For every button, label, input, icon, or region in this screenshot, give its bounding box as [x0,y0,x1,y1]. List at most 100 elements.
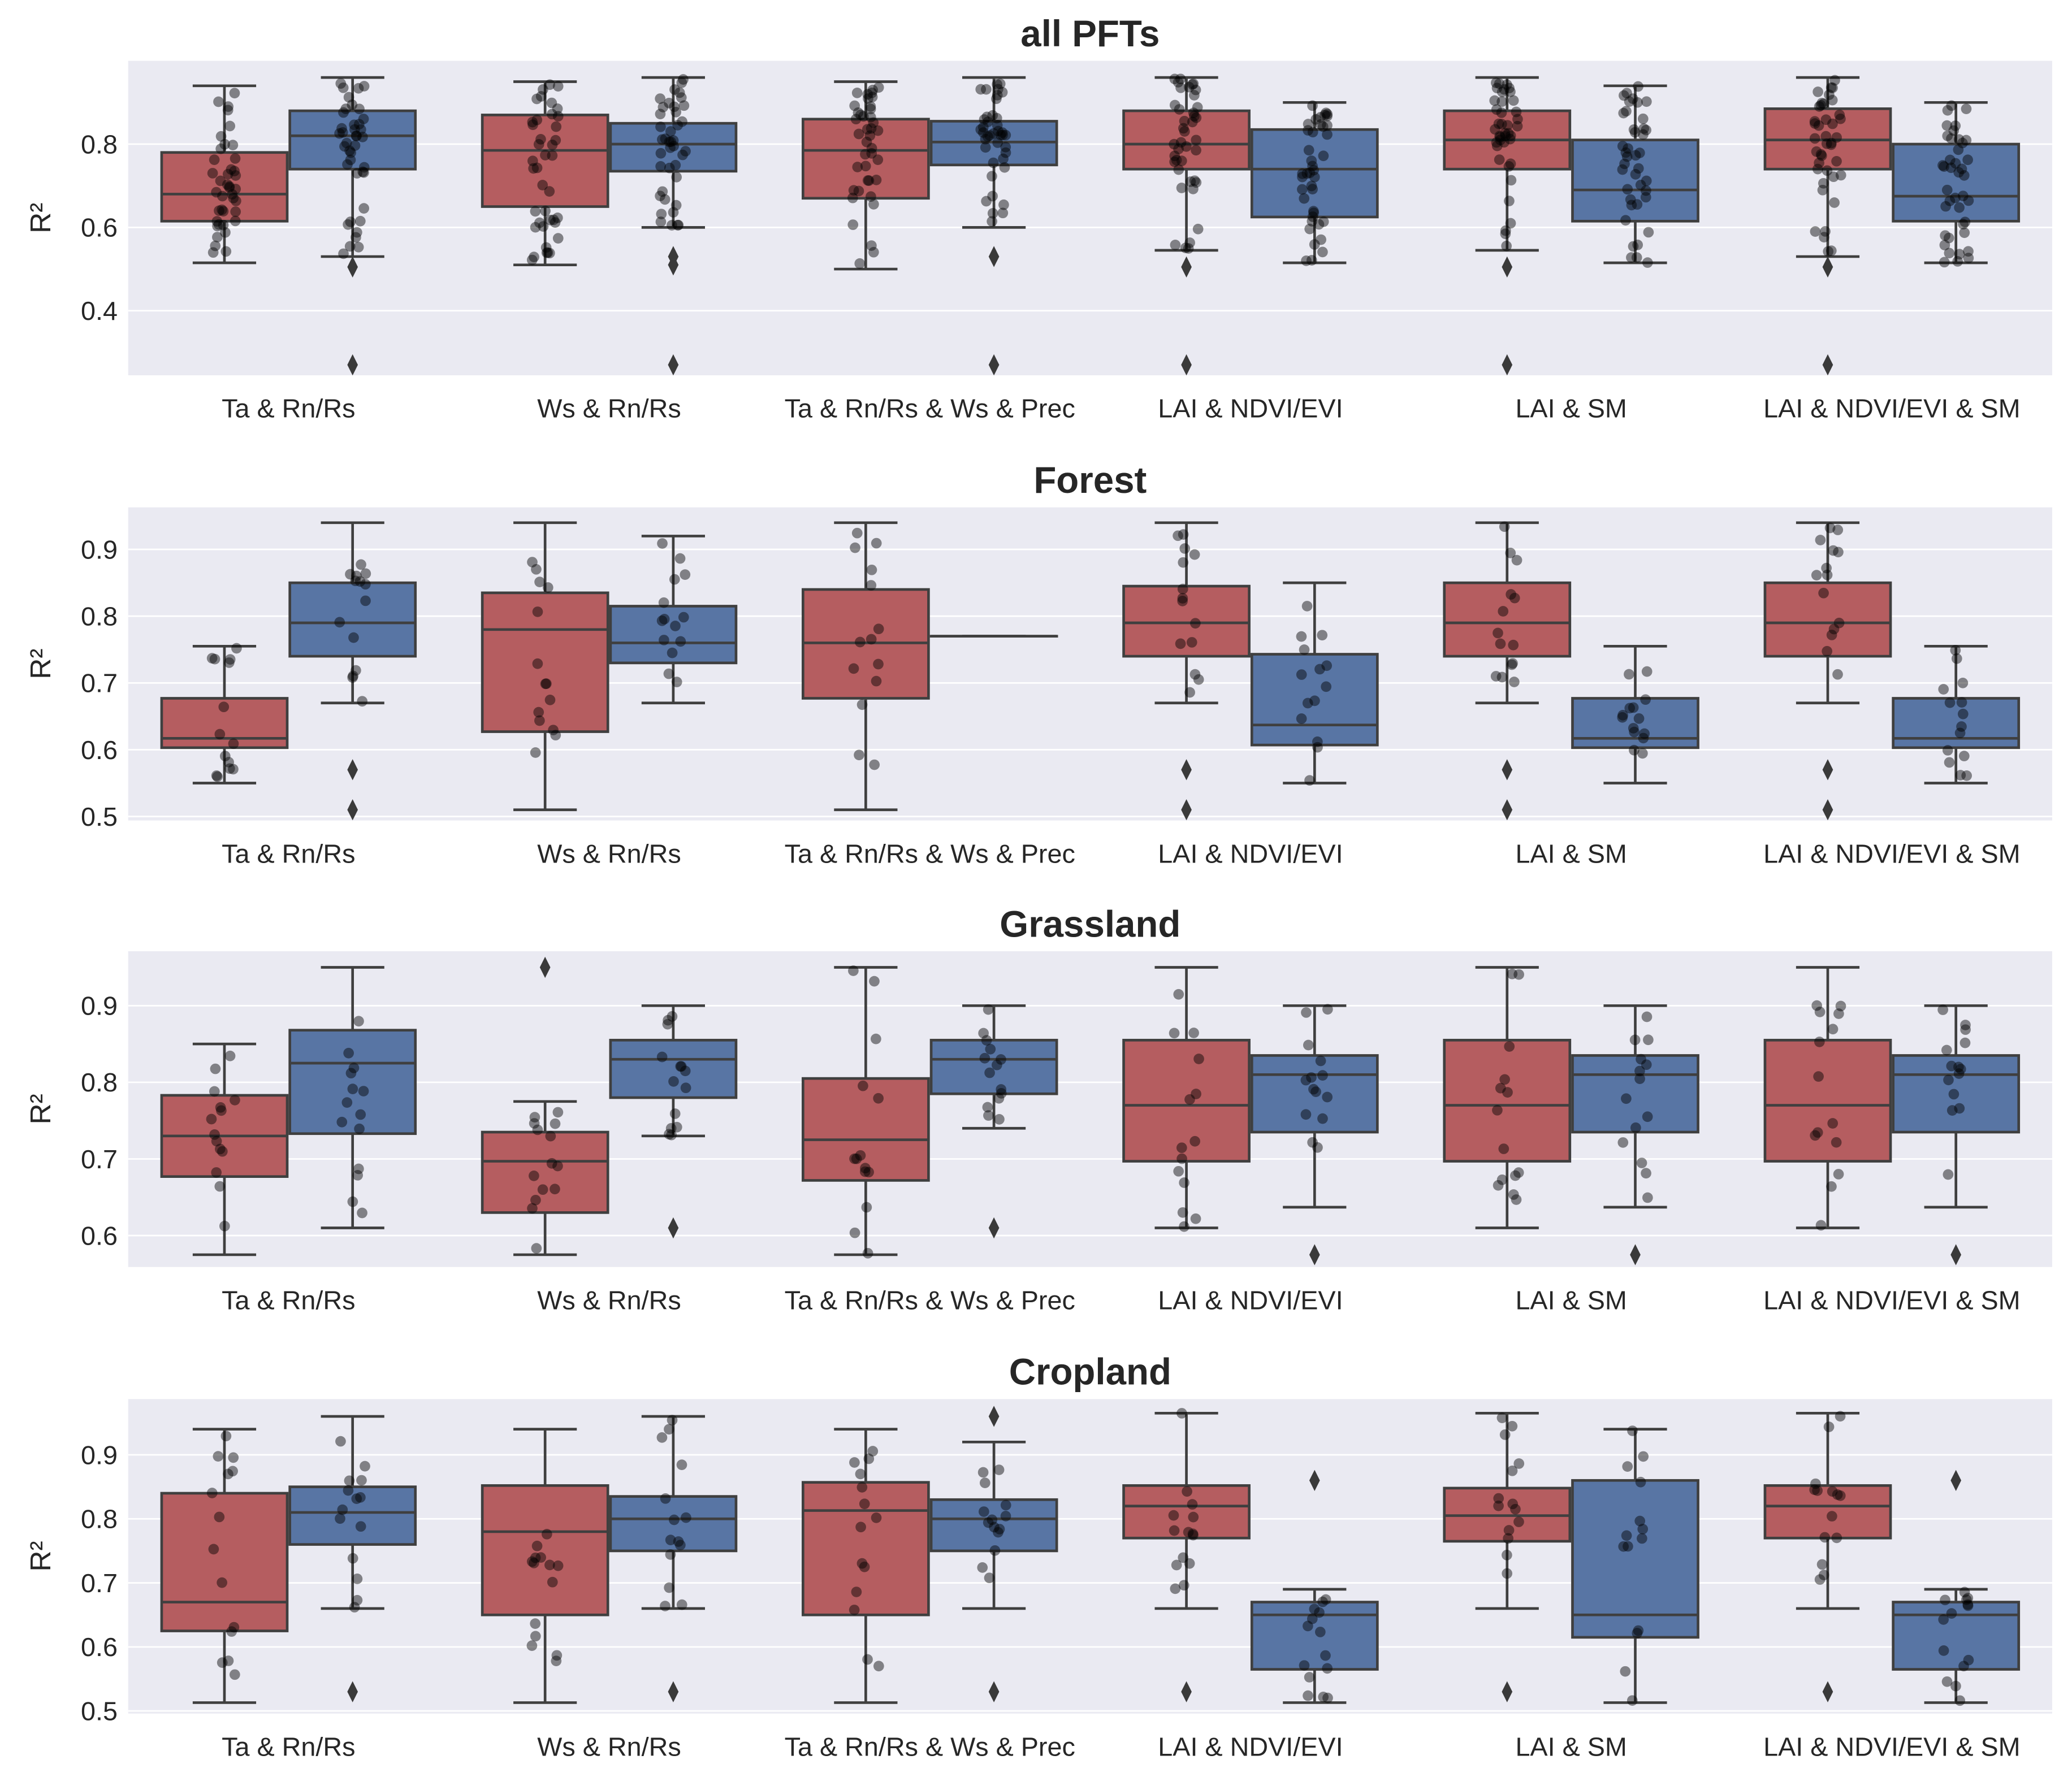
strip-point [1503,128,1514,139]
outlier-marker [1309,1244,1320,1265]
strip-point [1304,775,1315,786]
strip-point [979,114,990,125]
strip-point [981,196,992,207]
box-iqr [929,1498,1058,1553]
strip-point [214,205,224,216]
strip-point [1187,1528,1199,1540]
box-iqr [1892,1601,2021,1671]
strip-point [230,184,241,194]
strip-point [1817,184,1828,196]
strip-point [1501,240,1512,252]
box-iqr [609,1038,738,1099]
strip-point [547,1576,558,1588]
strip-point [1169,150,1180,162]
outlier-marker [1181,354,1192,376]
strip-point [352,227,362,238]
strip-point [991,112,1002,124]
strip-point [540,205,551,216]
strip-point [348,1063,360,1073]
x-tick-label: Ws & Rn/Rs [537,1285,681,1315]
strip-point [1827,83,1838,93]
strip-point [676,1459,687,1470]
strip-point [1948,1089,1959,1100]
strip-point [1169,99,1180,111]
strip-point [230,1095,240,1106]
strip-point [1190,84,1201,96]
strip-point [351,131,362,141]
strip-point [863,93,873,104]
strip-point [993,1464,1005,1475]
strip-point [341,1097,353,1108]
strip-point [552,103,563,114]
strip-point [535,134,546,145]
strip-point [541,247,552,258]
strip-point [997,207,1009,219]
strip-point [1937,160,1948,171]
strip-point [872,154,884,165]
strip-point [1635,179,1646,190]
strip-point [1956,163,1967,175]
strip-point [1316,234,1326,245]
strip-point [667,1011,678,1022]
strip-point [215,175,226,187]
strip-point [552,1560,564,1571]
box-blue [609,74,738,376]
box-blue [609,535,738,705]
strip-point [1829,197,1840,208]
strip-point [1188,1028,1199,1038]
box-blue [1250,1004,1379,1265]
strip-point [336,123,347,134]
strip-point [1313,219,1325,230]
strip-point [1508,95,1519,106]
strip-point [873,1093,884,1104]
strip-point [544,79,555,90]
strip-point [1639,728,1650,739]
strip-point [1303,125,1314,136]
strip-point [675,1061,686,1072]
x-tick-label: Ta & Rn/Rs [222,394,355,423]
strip-point [1183,1527,1194,1538]
strip-point [1314,1607,1325,1618]
strip-point [1502,1549,1512,1561]
strip-point [551,1655,562,1667]
strip-point [228,1452,239,1463]
strip-point [1304,167,1316,179]
strip-point [1499,137,1509,148]
box-blue [1892,645,2021,785]
strip-point [218,701,230,713]
strip-point [530,1552,541,1563]
strip-point [987,208,998,219]
strip-point [540,242,552,253]
strip-point [1318,1692,1329,1702]
strip-point [1308,164,1319,176]
strip-point [985,1043,996,1055]
box-red [1763,1411,1892,1702]
panel-title: Grassland [1000,903,1180,944]
strip-point [871,175,882,185]
strip-point [1505,158,1516,170]
strip-point [228,764,239,775]
strip-point [527,557,538,567]
strip-point [214,729,226,740]
strip-point [863,175,875,186]
strip-point [1946,1608,1957,1619]
strip-point [210,240,221,252]
strip-point [1946,100,1957,111]
strip-point [1297,171,1308,183]
strip-point [868,246,879,258]
strip-point [1505,218,1516,229]
strip-point [1829,75,1840,86]
strip-point [531,1540,543,1551]
strip-point [1962,1600,1974,1611]
strip-point [1811,1000,1822,1011]
strip-point [337,1504,348,1515]
strip-point [1959,227,1970,239]
strip-point [983,1110,994,1121]
outlier-marker [668,354,679,376]
strip-point [352,168,362,179]
strip-point [1814,1037,1825,1047]
strip-point [669,574,680,585]
strip-point [1315,112,1326,123]
strip-point [345,216,356,227]
strip-point [1170,240,1181,250]
